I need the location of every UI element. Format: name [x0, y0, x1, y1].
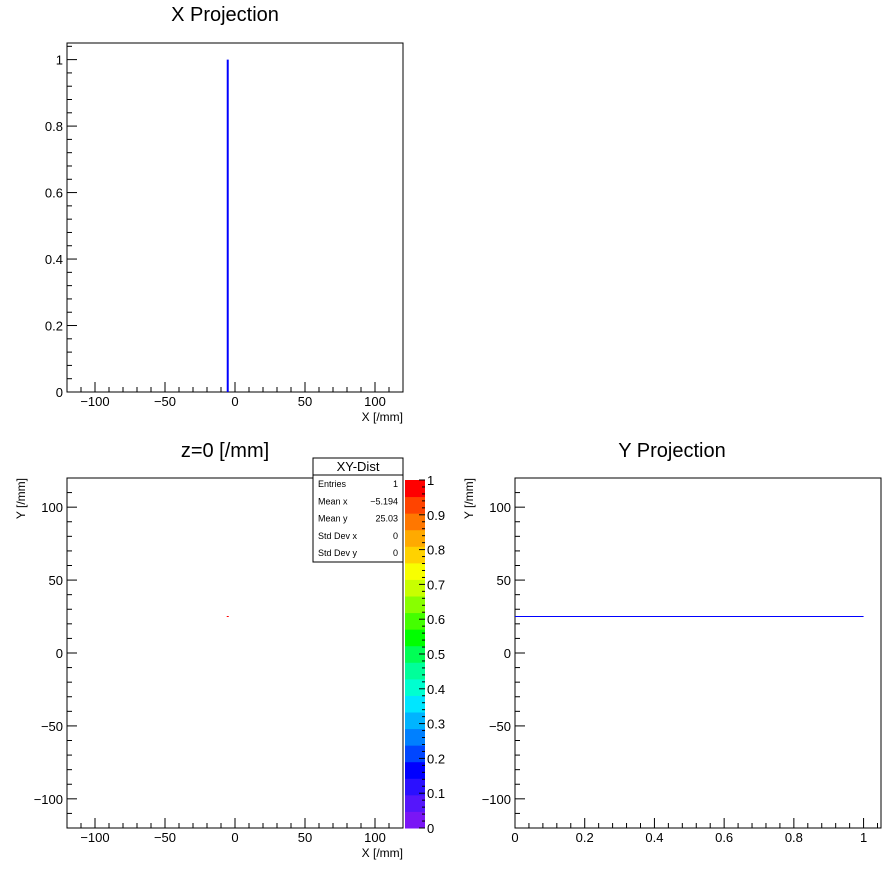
- stats-row-value: 0: [393, 531, 398, 541]
- colorbar-segment: [405, 662, 425, 680]
- colorbar-segment: [405, 645, 425, 663]
- x-tick-label: 0: [511, 830, 518, 845]
- colorbar-tick-label: 0.7: [427, 577, 445, 592]
- colorbar-tick-label: 0: [427, 821, 434, 836]
- y-tick-label: 50: [497, 573, 511, 588]
- y-tick-label: 50: [49, 573, 63, 588]
- stats-row-value: 25.03: [375, 514, 398, 524]
- x-tick-label: 100: [364, 394, 386, 409]
- stats-box-title: XY-Dist: [337, 459, 380, 474]
- y-tick-label: 0: [56, 385, 63, 400]
- xy-dist-xlabel: X [/mm]: [362, 846, 403, 860]
- colorbar-segment: [405, 778, 425, 796]
- colorbar-segment: [405, 579, 425, 597]
- colorbar-segment: [405, 496, 425, 514]
- stats-row-label: Std Dev y: [318, 548, 358, 558]
- y-tick-label: 0.6: [45, 186, 63, 201]
- colorbar-segment: [405, 612, 425, 630]
- colorbar-tick-label: 0.3: [427, 717, 445, 732]
- colorbar-tick-label: 0.1: [427, 786, 445, 801]
- y-tick-label: 0.8: [45, 119, 63, 134]
- y-tick-label: 0: [504, 646, 511, 661]
- xy-dist-title: z=0 [/mm]: [181, 440, 269, 462]
- colorbar-tick-label: 0.2: [427, 751, 445, 766]
- colorbar-segment: [405, 529, 425, 547]
- x-tick-label: 0.6: [715, 830, 733, 845]
- colorbar-segment: [405, 513, 425, 531]
- colorbar-tick-label: 0.4: [427, 682, 445, 697]
- colorbar-segment: [405, 811, 425, 829]
- stats-row-value: 1: [393, 479, 398, 489]
- stats-box: XY-Dist Entries 1 Mean x −5.194 Mean y 25.03 S…: [312, 457, 404, 563]
- y-tick-label: 0: [56, 646, 63, 661]
- x-tick-label: 0: [231, 394, 238, 409]
- y-tick-label: 100: [489, 500, 511, 515]
- y-tick-label: −50: [41, 719, 63, 734]
- x-projection-title: X Projection: [171, 4, 279, 26]
- x-tick-label: −50: [154, 394, 176, 409]
- colorbar-segment: [405, 745, 425, 763]
- x-tick-label: −100: [80, 394, 109, 409]
- x-projection-xlabel: X [/mm]: [362, 410, 403, 424]
- x-tick-label: 0: [231, 830, 238, 845]
- stats-row-label: Mean x: [318, 496, 348, 506]
- x-tick-label: 0.8: [785, 830, 803, 845]
- xy-dist-ylabel: Y [/mm]: [14, 478, 28, 519]
- colorbar-tick-label: 0.8: [427, 543, 445, 558]
- stats-row-label: Std Dev x: [318, 531, 358, 541]
- x-tick-label: 1: [860, 830, 867, 845]
- y-projection-title: Y Projection: [618, 440, 725, 462]
- colorbar-segment: [405, 596, 425, 614]
- y-tick-label: 0.4: [45, 252, 63, 267]
- colorbar-tick-label: 0.6: [427, 612, 445, 627]
- stats-row-value: 0: [393, 548, 398, 558]
- colorbar: 0 0.1 0.2 0.3 0.4 0.5 0.6 0.7 0.8 0.9 1: [405, 473, 445, 836]
- colorbar-segment: [405, 761, 425, 779]
- x-tick-label: −100: [80, 830, 109, 845]
- colorbar-segment: [405, 695, 425, 713]
- stats-row-value: −5.194: [370, 496, 398, 506]
- stats-row-label: Entries: [318, 479, 347, 489]
- stats-row-label: Mean y: [318, 514, 348, 524]
- x-projection-frame: [66, 42, 404, 393]
- colorbar-segment: [405, 546, 425, 564]
- colorbar-tick-label: 0.5: [427, 647, 445, 662]
- x-tick-label: 0.4: [645, 830, 663, 845]
- colorbar-segment: [405, 728, 425, 746]
- y-tick-label: −100: [34, 792, 63, 807]
- y-projection-frame: [514, 477, 882, 829]
- y-tick-label: −100: [482, 792, 511, 807]
- colorbar-segment: [405, 794, 425, 812]
- y-projection-panel: Y Projection 0 0.2 0.4 0.6 0.8 1 −100 −50 0 50 100…: [462, 440, 882, 845]
- colorbar-segment: [405, 562, 425, 580]
- colorbar-tick-label: 1: [427, 473, 434, 488]
- colorbar-segment: [405, 678, 425, 696]
- y-tick-label: −50: [489, 719, 511, 734]
- y-projection-ylabel: Y [/mm]: [462, 478, 476, 519]
- colorbar-segment: [405, 629, 425, 647]
- x-tick-label: 100: [364, 830, 386, 845]
- colorbar-segment: [405, 712, 425, 730]
- colorbar-segment: [405, 480, 425, 498]
- colorbar-tick-label: 0.9: [427, 508, 445, 523]
- y-tick-label: 100: [41, 500, 63, 515]
- xy-dist-point: [226, 615, 229, 617]
- x-projection-panel: X Projection −100 −50 0 50 100 0 0.2 0.4 0.6 0.8 1…: [45, 4, 404, 424]
- x-tick-label: 0.2: [576, 830, 594, 845]
- y-tick-label: 1: [56, 53, 63, 68]
- x-tick-label: 50: [298, 830, 312, 845]
- y-tick-label: 0.2: [45, 319, 63, 334]
- x-tick-label: −50: [154, 830, 176, 845]
- x-tick-label: 50: [298, 394, 312, 409]
